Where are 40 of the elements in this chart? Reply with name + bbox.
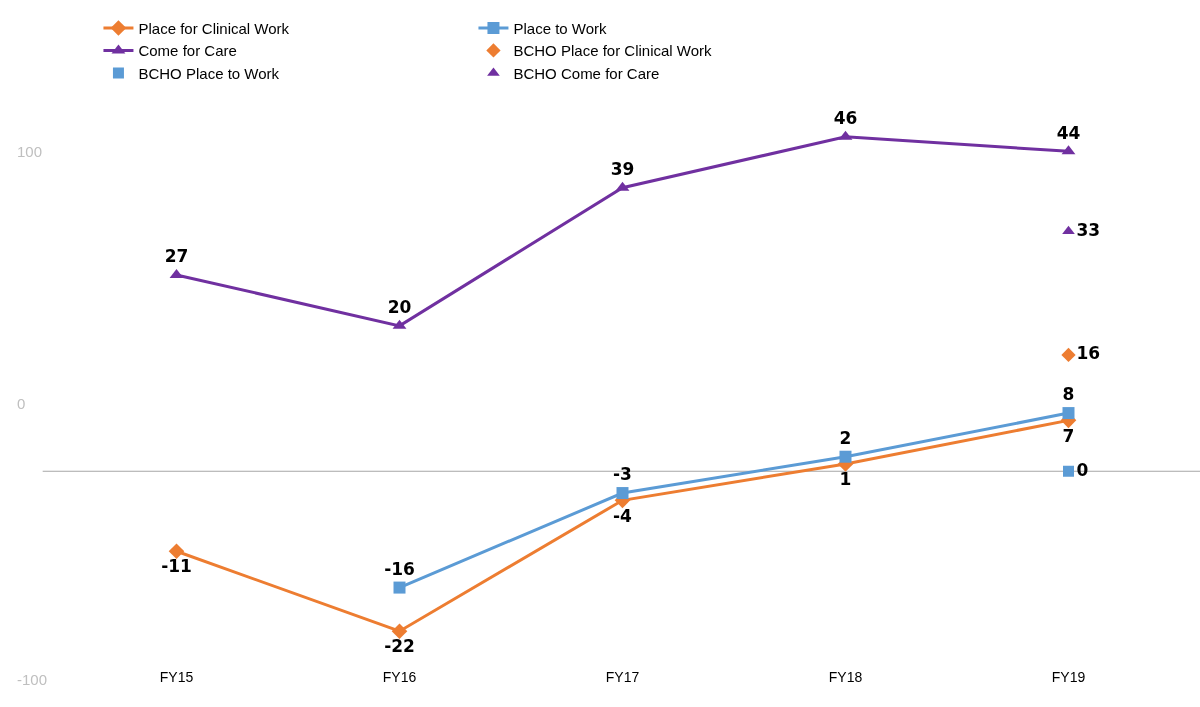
legend-label: Place to Work bbox=[513, 19, 608, 37]
data-label: 16 bbox=[1076, 343, 1101, 364]
data-label: -3 bbox=[613, 464, 632, 485]
point bbox=[616, 487, 629, 500]
data-label: -4 bbox=[613, 505, 633, 526]
x-tick-label: FY19 bbox=[1051, 669, 1086, 685]
point bbox=[391, 623, 408, 639]
data-label: 20 bbox=[387, 297, 412, 318]
x-tick-label: FY16 bbox=[382, 669, 417, 685]
data-label: 2 bbox=[839, 427, 852, 448]
data-label: 1 bbox=[839, 469, 852, 490]
data-label: 0 bbox=[1076, 459, 1089, 480]
data-label: -16 bbox=[384, 558, 415, 579]
data-label: 46 bbox=[833, 108, 858, 129]
legend-label: BCHO Come for Care bbox=[513, 64, 660, 82]
point bbox=[1062, 225, 1075, 235]
legend-label: Come for Care bbox=[138, 42, 237, 60]
legend-label: BCHO Place to Work bbox=[138, 64, 280, 82]
point bbox=[1061, 347, 1076, 363]
text: 0 bbox=[17, 395, 26, 412]
legend-label: Place for Clinical Work bbox=[138, 19, 290, 37]
point bbox=[393, 581, 406, 594]
data-label: -22 bbox=[384, 636, 415, 657]
point bbox=[1062, 407, 1075, 420]
x-tick-label: FY18 bbox=[828, 669, 863, 685]
point bbox=[1063, 465, 1074, 477]
data-label: 44 bbox=[1056, 122, 1081, 143]
x-tick-label: FY15 bbox=[159, 669, 194, 685]
point bbox=[839, 450, 852, 463]
data-label: 39 bbox=[610, 158, 635, 179]
data-label: -11 bbox=[161, 556, 192, 577]
data-label: 8 bbox=[1062, 384, 1075, 405]
data-label: 33 bbox=[1076, 219, 1101, 240]
legend-label: BCHO Place for Clinical Work bbox=[513, 42, 713, 60]
text: -100 bbox=[17, 671, 48, 688]
text: 100 bbox=[17, 143, 43, 160]
data-label: 7 bbox=[1062, 425, 1075, 446]
x-tick-label: FY17 bbox=[605, 669, 640, 685]
data-label: 27 bbox=[164, 246, 189, 267]
point bbox=[168, 543, 185, 560]
